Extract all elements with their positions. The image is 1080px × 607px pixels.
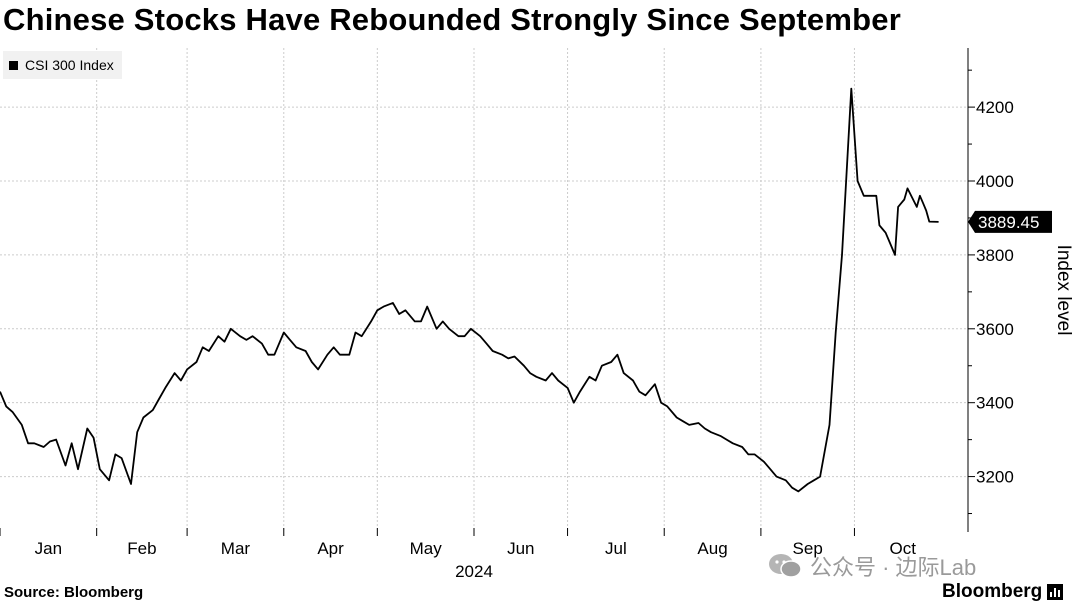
chart-title: Chinese Stocks Have Rebounded Strongly S… — [3, 2, 901, 37]
y-tick-label: 4200 — [976, 98, 1014, 117]
y-tick-label: 3800 — [976, 246, 1014, 265]
last-value-label: 3889.45 — [978, 213, 1039, 232]
wechat-icon — [769, 554, 802, 578]
brand-name: Bloomberg — [942, 581, 1043, 602]
y-tick-label: 3600 — [976, 320, 1014, 339]
y-tick-label: 3400 — [976, 394, 1014, 413]
x-tick-label: Sep — [793, 539, 823, 558]
x-tick-label: Mar — [221, 539, 251, 558]
x-axis: Jan Feb Mar Apr May Jun Jul Aug Sep Oct 2024 — [0, 528, 916, 581]
source-note: Source: Bloomberg — [4, 584, 144, 601]
last-value-marker: 3889.45 — [968, 210, 1052, 233]
y-axis-label: Index level — [1053, 245, 1074, 336]
bar-chart-icon — [1047, 584, 1064, 600]
legend-label-csi300: CSI 300 Index — [25, 57, 114, 73]
x-year-label: 2024 — [455, 562, 493, 581]
watermark: 公众号 · 边际Lab — [768, 550, 976, 582]
x-tick-label: May — [410, 539, 443, 558]
watermark-text: 公众号 · 边际Lab — [810, 555, 977, 580]
x-tick-label: Oct — [890, 539, 917, 558]
x-tick-label: Jan — [35, 539, 62, 558]
legend-swatch-csi300 — [9, 60, 18, 70]
brand-logo: Bloomberg — [942, 581, 1064, 603]
series-line-csi300 — [0, 87, 939, 493]
x-tick-label: Feb — [127, 539, 156, 558]
x-tick-label: Aug — [697, 539, 727, 558]
x-tick-label: Jun — [507, 539, 534, 558]
series-layer — [0, 87, 939, 493]
last-value-box — [968, 210, 1052, 233]
y-axis: 3200 3400 3600 3800 4000 4200 — [967, 48, 1014, 532]
y-tick-label: 3200 — [976, 468, 1014, 487]
y-tick-label: 4000 — [976, 172, 1014, 191]
chart-legend: CSI 300 Index — [3, 51, 122, 79]
x-tick-label: Apr — [317, 539, 344, 558]
x-tick-label: Jul — [605, 539, 627, 558]
